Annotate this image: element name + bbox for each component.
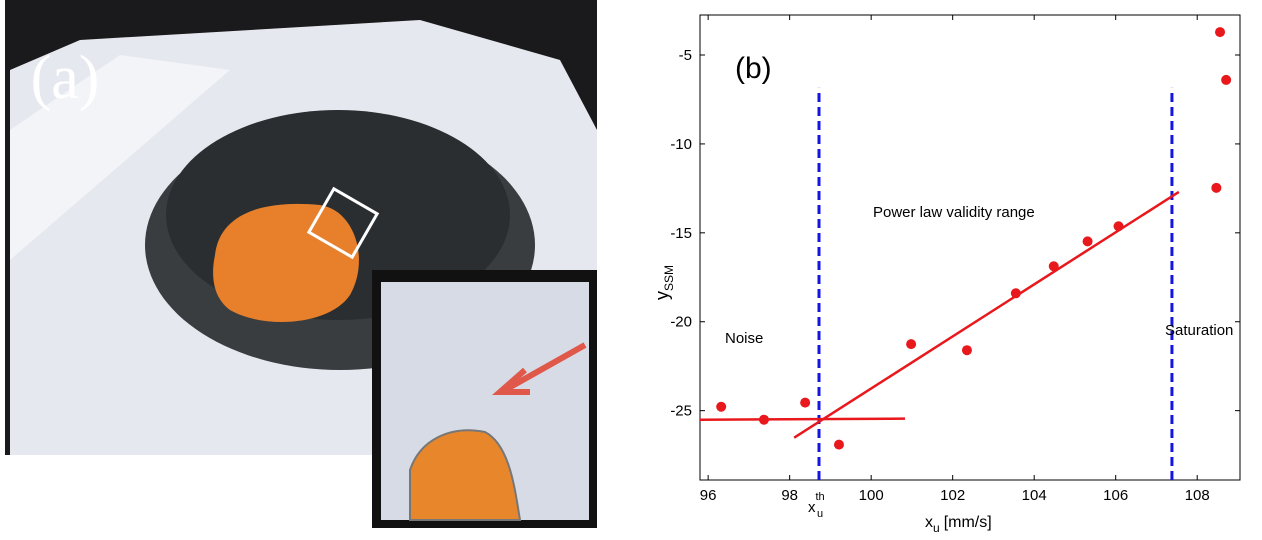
y-axis-label: ySSM: [652, 265, 676, 300]
annotation: Saturation: [1165, 322, 1233, 339]
annotation: Noise: [725, 330, 763, 347]
x-tick-label: 100: [859, 487, 884, 504]
plot-area: [699, 14, 1241, 481]
data-point: [1048, 261, 1059, 272]
y-tick-label: -25: [670, 403, 692, 420]
zoom-box: [306, 186, 380, 260]
threshold-label-sup: th: [816, 491, 825, 503]
data-point: [1082, 236, 1093, 247]
data-point: [716, 401, 727, 412]
photo-panel: (a): [5, 0, 597, 528]
x-tick-label: 104: [1022, 487, 1047, 504]
x-tick-label: 98: [781, 487, 798, 504]
x-axis-label-sub: u: [933, 521, 940, 535]
panel-label: (b): [735, 52, 772, 85]
data-point: [1010, 288, 1021, 299]
data-point: [906, 339, 917, 350]
x-tick-label: 108: [1185, 487, 1210, 504]
annotation: Power law validity range: [873, 204, 1035, 221]
inset-arrowhead: [492, 367, 530, 395]
data-point: [1211, 182, 1222, 193]
plot-panel: 96 98 100 102 104 106 108 -25 -20 -15 -10 -5 (b) Powe…: [652, 14, 1241, 535]
data-point: [800, 397, 811, 408]
fit-line: [793, 190, 1180, 439]
orange-spot: [213, 203, 359, 322]
y-axis-label-sub: SSM: [662, 265, 676, 291]
y-tick-label: -15: [670, 225, 692, 242]
paper-fold: [10, 55, 230, 260]
data-point: [1215, 27, 1226, 38]
data-point: [1113, 221, 1124, 232]
data-point: [833, 439, 844, 450]
x-axis-label: xu [mm/s]: [925, 514, 992, 535]
x-tick-label: 96: [700, 487, 717, 504]
y-tick-label: -5: [679, 47, 692, 64]
y-axis-label-base: y: [652, 291, 672, 300]
panel-label: (a): [31, 44, 100, 112]
data-point: [1221, 74, 1232, 85]
y-tick-label: -20: [670, 314, 692, 331]
threshold-label: xth u: [808, 491, 825, 520]
data-point: [961, 345, 972, 356]
x-tick-label: 106: [1103, 487, 1128, 504]
threshold-label-base: x: [808, 499, 816, 516]
inset-arrow: [503, 342, 587, 393]
x-tick-label: 102: [940, 487, 965, 504]
y-tick-label: -10: [670, 136, 692, 153]
data-point: [758, 414, 769, 425]
threshold-label-sub: u: [817, 508, 823, 520]
fit-line: [699, 417, 906, 421]
x-axis-label-base: x: [925, 514, 933, 531]
inset-orange: [409, 429, 522, 521]
x-axis-label-unit: [mm/s]: [944, 514, 992, 531]
